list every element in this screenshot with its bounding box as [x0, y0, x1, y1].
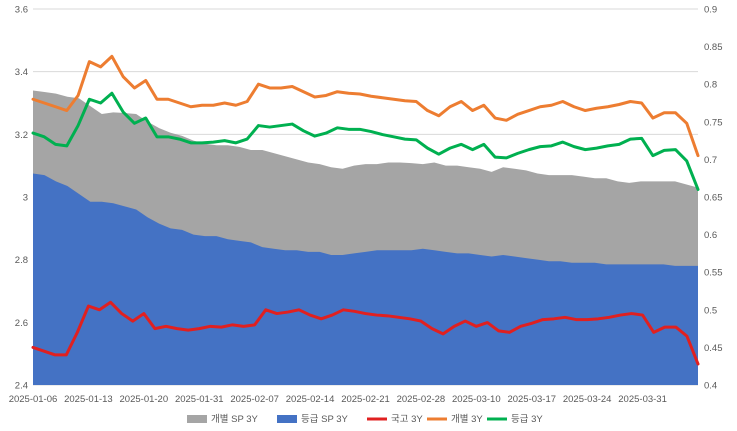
x-tick-label: 2025-03-10 [452, 394, 501, 405]
legend-label: 개별 3Y [451, 414, 483, 425]
x-tick-label: 2025-03-24 [563, 394, 612, 405]
line-개별-3Y [31, 54, 700, 158]
legend: 개별 SP 3Y 등급 SP 3Y 국고 3Y 개별 3Y 등급 3Y [187, 414, 543, 425]
legend-label: 등급 3Y [511, 414, 543, 425]
y-right-tick-label: 0.8 [704, 80, 717, 91]
x-tick-label: 2025-01-31 [175, 394, 224, 405]
y-right-tick-label: 0.45 [704, 343, 723, 354]
x-tick-label: 2025-02-14 [286, 394, 335, 405]
y-left-tick-label: 2.4 [15, 381, 28, 392]
y-left-tick-label: 3.6 [15, 5, 28, 16]
y-left-tick-label: 2.6 [15, 318, 28, 329]
x-tick-label: 2025-03-17 [507, 394, 556, 405]
x-tick-label: 2025-01-13 [64, 394, 113, 405]
legend-entry: 개별 3Y [427, 414, 483, 425]
legend-entry: 등급 SP 3Y [277, 414, 349, 425]
x-tick-label: 2025-02-07 [230, 394, 279, 405]
legend-entry: 개별 SP 3Y [187, 414, 259, 425]
left-axis-ticks: 2.4 2.6 2.8 3 3.2 3.4 3.6 [15, 5, 28, 392]
right-axis-ticks: 0.4 0.45 0.5 0.55 0.6 0.65 0.7 0.75 0.8 0.85 0.9 [704, 5, 723, 392]
y-right-tick-label: 0.65 [704, 193, 723, 204]
y-right-tick-label: 0.75 [704, 117, 723, 128]
y-right-tick-label: 0.55 [704, 268, 723, 279]
x-tick-label: 2025-02-21 [341, 394, 390, 405]
x-tick-label: 2025-02-28 [397, 394, 446, 405]
x-tick-label: 2025-01-20 [120, 394, 169, 405]
line-등급-3Y [31, 91, 700, 191]
legend-swatch [187, 415, 207, 423]
y-left-tick-label: 3 [23, 193, 28, 204]
y-right-tick-label: 0.5 [704, 305, 717, 316]
line-series [31, 54, 700, 366]
y-right-tick-label: 0.4 [704, 381, 717, 392]
y-right-tick-label: 0.9 [704, 5, 717, 16]
y-left-tick-label: 3.4 [15, 67, 28, 78]
legend-entry: 국고 3Y [367, 414, 423, 425]
y-left-tick-label: 3.2 [15, 130, 28, 141]
legend-label: 국고 3Y [391, 414, 423, 425]
area-series [33, 90, 698, 385]
x-axis-ticks: 2025-01-06 2025-01-13 2025-01-20 2025-01-31… [9, 394, 667, 405]
area-등급-SP-3Y [33, 173, 698, 385]
y-right-tick-label: 0.6 [704, 230, 717, 241]
y-right-tick-label: 0.85 [704, 42, 723, 53]
x-tick-label: 2025-01-06 [9, 394, 58, 405]
legend-label: 등급 SP 3Y [301, 414, 349, 425]
line-국고-3Y [31, 300, 700, 366]
y-left-tick-label: 2.8 [15, 255, 28, 266]
x-tick-label: 2025-03-31 [618, 394, 667, 405]
y-right-tick-label: 0.7 [704, 155, 717, 166]
legend-entry: 등급 3Y [487, 414, 543, 425]
legend-label: 개별 SP 3Y [211, 414, 259, 425]
legend-swatch [277, 415, 297, 423]
